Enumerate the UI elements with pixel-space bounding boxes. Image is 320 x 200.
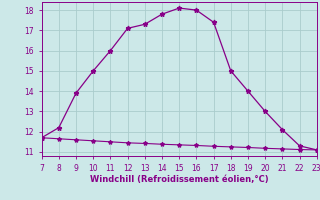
X-axis label: Windchill (Refroidissement éolien,°C): Windchill (Refroidissement éolien,°C) [90,175,268,184]
